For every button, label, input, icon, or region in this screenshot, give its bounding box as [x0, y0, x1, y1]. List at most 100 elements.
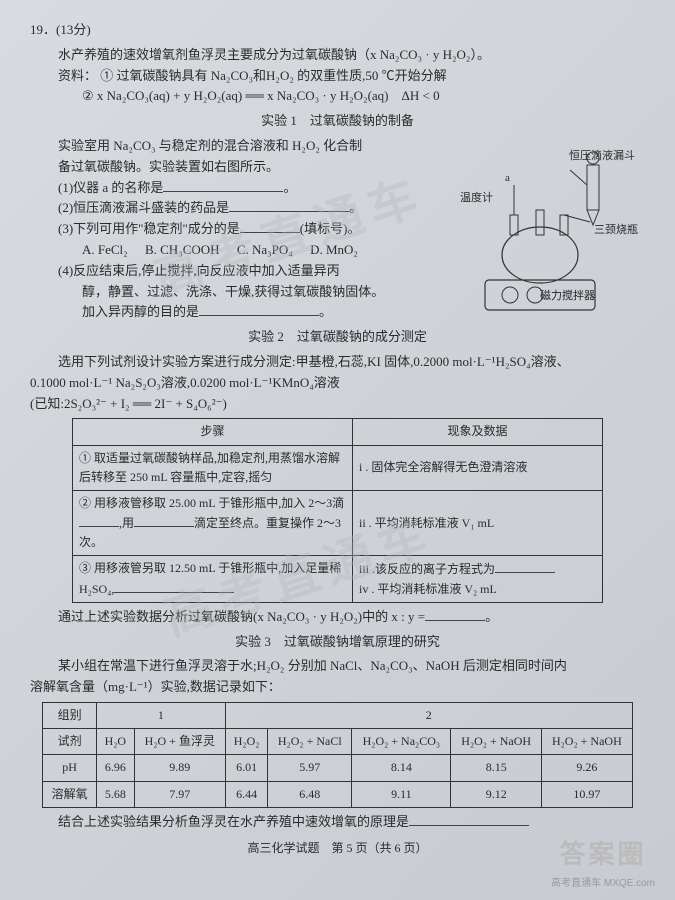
exp3-l2: 溶解氧含量（mg·L⁻¹）实验,数据记录如下： — [30, 677, 645, 698]
step2: ② 用移液管移取 25.00 mL 于锥形瓶中,加入 2～3滴,用滴定至终点。重… — [73, 490, 353, 556]
exp1-line1: 实验室用 Na₂CO₃ 与稳定剂的混合溶液和 H₂O₂ 化合制 — [30, 136, 465, 157]
ph1: 9.89 — [134, 755, 225, 781]
hdr-group: 组别 — [43, 703, 97, 729]
do4: 9.11 — [352, 781, 451, 807]
period: 。 — [349, 200, 362, 215]
apparatus-diagram: 恒压滴液漏斗 温度计 a 三颈烧瓶 磁力搅拌器 — [470, 140, 640, 320]
s2-mid: ,用 — [119, 516, 134, 530]
period: 。 — [319, 304, 332, 319]
g1: 1 — [96, 703, 225, 729]
conc3: 结合上述实验结果分析鱼浮灵在水产养殖中速效增氧的原理是 — [58, 814, 409, 829]
exp1-q2: (2)恒压滴液漏斗盛装的药品是 。 — [30, 198, 465, 219]
exp2-title: 实验 2 过氧碳酸钠的成分测定 — [30, 327, 645, 348]
label-funnel: 恒压滴液漏斗 — [569, 148, 635, 166]
ph3: 5.97 — [268, 755, 352, 781]
exp1-line2: 备过氧碳酸钠。实验装置如右图所示。 — [30, 157, 465, 178]
blank — [495, 559, 555, 573]
col5: H₂O₂ + NaOH — [451, 729, 542, 755]
q3-text: (3)下列可用作"稳定剂"成分的是 — [58, 221, 240, 236]
period: 。 — [283, 180, 296, 195]
blank — [229, 198, 349, 212]
opt-d: D. MnO₂ — [310, 242, 358, 257]
label-a: a — [505, 170, 510, 188]
do5: 9.12 — [451, 781, 542, 807]
exp2-known: (已知:2S₂O₃²⁻ + I₂ ══ 2I⁻ + S₄O₆²⁻) — [30, 394, 645, 415]
opt-a: A. FeCl₂ — [82, 242, 128, 257]
hdr-obs: 现象及数据 — [353, 419, 603, 445]
blank — [134, 513, 194, 527]
logo-block: 答案圈 高考直通车 MXQE.com — [551, 834, 655, 892]
material-label: 资料： — [58, 68, 97, 83]
ph6: 9.26 — [542, 755, 633, 781]
exp2-l2: 0.1000 mol·L⁻¹ Na₂S₂O₃溶液,0.0200 mol·L⁻¹K… — [30, 373, 645, 394]
blank — [79, 513, 119, 527]
blank — [425, 607, 485, 621]
label-stirrer: 磁力搅拌器 — [540, 288, 595, 306]
hdr-reagent: 试剂 — [43, 729, 97, 755]
material-1: ① 过氧碳酸钠具有 Na₂CO₃和H₂O₂ 的双重性质,50 ℃开始分解 — [100, 68, 446, 83]
hdr-do: 溶解氧 — [43, 781, 97, 807]
ph4: 8.14 — [352, 755, 451, 781]
exp1-q1: (1)仪器 a 的名称是 。 — [30, 178, 465, 199]
exp1-title: 实验 1 过氧碳酸钠的制备 — [30, 111, 645, 132]
q2-text: (2)恒压滴液漏斗盛装的药品是 — [58, 200, 229, 215]
col1: H₂O + 鱼浮灵 — [134, 729, 225, 755]
material-2: ② x Na₂CO₃(aq) + y H₂O₂(aq) ══ x Na₂CO₃ … — [30, 86, 645, 107]
options-row: A. FeCl₂ B. CH₃COOH C. Na₃PO₄ D. MnO₂ — [30, 240, 465, 261]
q4-l1: (4)反应结束后,停止搅拌,向反应液中加入适量异丙 — [30, 261, 465, 282]
q3-end: (填标号)。 — [300, 221, 361, 236]
opt-b: B. CH₃COOH — [145, 242, 220, 257]
material-line: 资料： ① 过氧碳酸钠具有 Na₂CO₃和H₂O₂ 的双重性质,50 ℃开始分解 — [30, 66, 645, 87]
ph2: 6.01 — [225, 755, 267, 781]
opt-c: C. Na₃PO₄ — [237, 242, 293, 257]
question-number: 19．(13分) — [30, 20, 645, 41]
ph0: 6.96 — [96, 755, 134, 781]
o3-post: iv . 平均消耗标准液 V₂ mL — [359, 582, 497, 596]
logo-big: 答案圈 — [551, 834, 655, 876]
data-table: 组别 1 2 试剂 H₂O H₂O + 鱼浮灵 H₂O₂ H₂O₂ + NaCl… — [42, 702, 632, 808]
o3-pre: iii .该反应的离子方程式为 — [359, 562, 495, 576]
do2: 6.44 — [225, 781, 267, 807]
exp1-q3: (3)下列可用作"稳定剂"成分的是 (填标号)。 — [30, 219, 465, 240]
intro-line: 水产养殖的速效增氧剂鱼浮灵主要成分为过氧碳酸钠（x Na₂CO₃ · y H₂O… — [30, 45, 645, 66]
blank — [114, 579, 234, 593]
blank — [163, 178, 283, 192]
exp3-title: 实验 3 过氧碳酸钠增氧原理的研究 — [30, 632, 645, 653]
blank — [409, 812, 529, 826]
s2-pre: ② 用移液管移取 25.00 mL 于锥形瓶中,加入 2～3滴 — [79, 496, 344, 510]
col0: H₂O — [96, 729, 134, 755]
q4-l3: 加入异丙醇的目的是 。 — [30, 302, 465, 323]
ph5: 8.15 — [451, 755, 542, 781]
obs1: i . 固体完全溶解得无色澄清溶液 — [353, 445, 603, 490]
exp2-conclusion: 通过上述实验数据分析过氧碳酸钠(x Na₂CO₃ · y H₂O₂)中的 x :… — [30, 607, 645, 628]
q1-text: (1)仪器 a 的名称是 — [58, 180, 163, 195]
col2: H₂O₂ — [225, 729, 267, 755]
blank — [199, 302, 319, 316]
col3: H₂O₂ + NaCl — [268, 729, 352, 755]
col4: H₂O₂ + Na₂CO₃ — [352, 729, 451, 755]
exp3-l1: 某小组在常温下进行鱼浮灵溶于水;H₂O₂ 分别加 NaCl、Na₂CO₃、NaO… — [30, 656, 645, 677]
do1: 7.97 — [134, 781, 225, 807]
q4-text: 加入异丙醇的目的是 — [82, 304, 199, 319]
obs2: ii . 平均消耗标准液 V₁ mL — [353, 490, 603, 556]
g2: 2 — [225, 703, 632, 729]
do6: 10.97 — [542, 781, 633, 807]
label-flask: 三颈烧瓶 — [594, 222, 638, 240]
do3: 6.48 — [268, 781, 352, 807]
exp2-l1: 选用下列试剂设计实验方案进行成分测定:甲基橙,石蕊,KI 固体,0.2000 m… — [30, 352, 645, 373]
period: 。 — [485, 609, 498, 624]
obs3: iii .该反应的离子方程式为 iv . 平均消耗标准液 V₂ mL — [353, 556, 603, 602]
step1: ① 取适量过氧碳酸钠样品,加稳定剂,用蒸馏水溶解后转移至 250 mL 容量瓶中… — [73, 445, 353, 490]
step3: ③ 用移液管另取 12.50 mL 于锥形瓶中,加入足量稀 H₂SO₄, — [73, 556, 353, 602]
conc-pre: 通过上述实验数据分析过氧碳酸钠(x Na₂CO₃ · y H₂O₂)中的 x :… — [58, 609, 425, 624]
hdr-ph: pH — [43, 755, 97, 781]
q4-l2: 醇，静置、过滤、洗涤、干燥,获得过氧碳酸钠固体。 — [30, 282, 465, 303]
do0: 5.68 — [96, 781, 134, 807]
logo-small: 高考直通车 MXQE.com — [551, 876, 655, 892]
col6: H₂O₂ + NaOH — [542, 729, 633, 755]
exp3-conclusion: 结合上述实验结果分析鱼浮灵在水产养殖中速效增氧的原理是 — [30, 812, 645, 833]
hdr-steps: 步骤 — [73, 419, 353, 445]
label-thermo: 温度计 — [460, 190, 493, 208]
blank — [240, 219, 300, 233]
steps-table: 步骤 现象及数据 ① 取适量过氧碳酸钠样品,加稳定剂,用蒸馏水溶解后转移至 25… — [72, 418, 603, 603]
